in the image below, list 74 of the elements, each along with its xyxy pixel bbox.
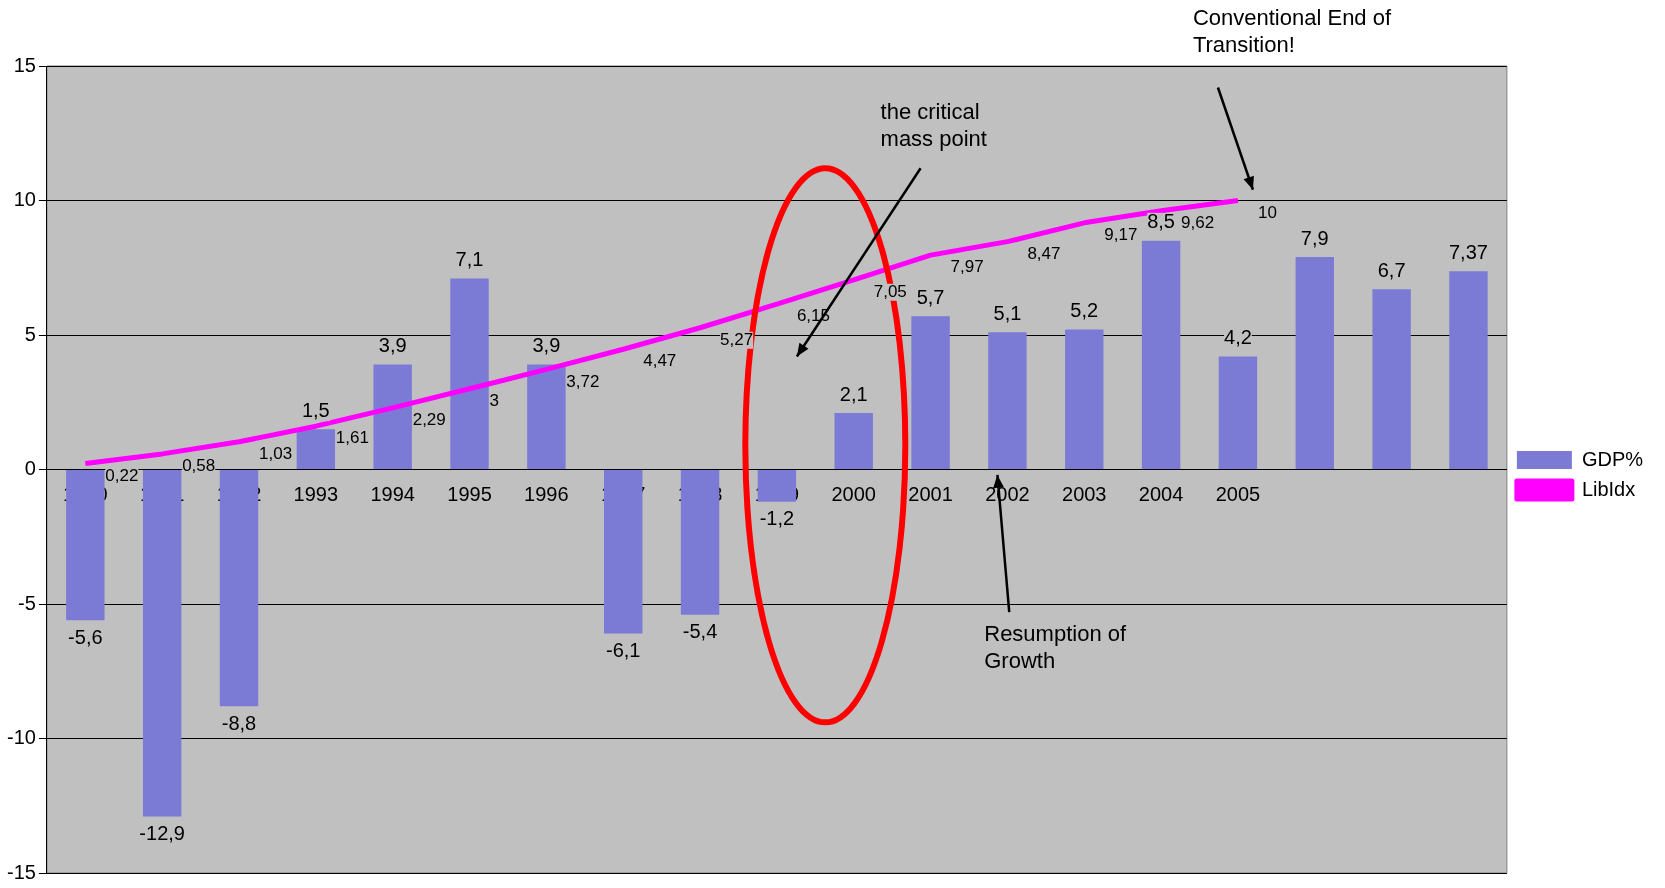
data-label: 3	[489, 390, 499, 410]
data-label: 4,2	[1224, 326, 1252, 349]
data-label: 7,37	[1448, 240, 1488, 263]
x-tick-label: 2003	[1062, 483, 1107, 506]
x-tick-label: 2000	[831, 483, 876, 506]
x-tick-label: 1995	[447, 483, 492, 506]
bar	[757, 470, 797, 502]
data-label: 7,97	[950, 257, 984, 277]
y-tick-label: -15	[7, 860, 36, 883]
bar	[527, 364, 566, 469]
bar	[680, 470, 720, 615]
bar	[450, 278, 489, 469]
annotation: the critical mass point	[880, 98, 988, 153]
data-label: -1,2	[759, 507, 795, 530]
bar	[296, 429, 336, 469]
annotation: Resumption of Growth	[984, 620, 1128, 675]
bar	[911, 316, 950, 469]
bar	[373, 364, 412, 469]
data-label: 5,2	[1070, 299, 1099, 322]
data-label: 9,17	[1104, 225, 1138, 245]
x-tick-label: 1994	[370, 483, 415, 506]
text: Conventional End of Transition!	[1192, 4, 1393, 58]
data-label: 6,7	[1377, 258, 1406, 281]
data-label: 8,5	[1147, 210, 1175, 233]
data-label: -6,1	[605, 639, 641, 662]
data-label: -5,4	[682, 620, 718, 643]
x-tick-label: 2004	[1138, 483, 1184, 506]
data-label: 0,22	[105, 465, 139, 485]
bar	[1065, 329, 1104, 469]
data-label: 10	[1257, 202, 1277, 222]
data-label: 3,9	[532, 334, 561, 357]
x-tick-label: 1996	[524, 483, 569, 506]
x-tick-label: 1993	[293, 483, 339, 506]
bar	[1218, 356, 1258, 469]
data-label: 2,29	[412, 410, 446, 430]
legend-label: GDP%	[1581, 447, 1644, 470]
y-tick-label: 15	[13, 53, 36, 76]
data-label: 1,61	[335, 428, 369, 448]
data-label: 5,1	[993, 301, 1022, 324]
x-tick-label: 2005	[1215, 483, 1261, 506]
data-label: 3,72	[566, 371, 600, 391]
bar	[1141, 240, 1181, 469]
data-label: 7,1	[455, 248, 484, 271]
y-tick-label: 10	[13, 188, 36, 211]
x-tick-label: 2001	[908, 483, 953, 506]
data-label: -8,8	[221, 711, 257, 734]
legend-label: LibIdx	[1581, 477, 1636, 500]
bar	[988, 332, 1027, 469]
data-label: 4,47	[643, 351, 677, 371]
bar	[834, 413, 873, 469]
data-label: 1,5	[301, 398, 330, 421]
data-label: 3,9	[378, 334, 407, 357]
data-label: 7,9	[1300, 226, 1329, 249]
data-label: 8,47	[1027, 243, 1061, 263]
y-tick-label: -10	[7, 726, 36, 749]
data-label: -5,6	[68, 625, 103, 648]
data-label: 5,7	[916, 285, 945, 308]
data-label: 5,27	[720, 329, 754, 349]
data-label: 7,05	[873, 282, 907, 302]
bar	[142, 470, 182, 817]
bar	[219, 470, 259, 707]
y-tick-label: 5	[24, 322, 36, 345]
bar	[604, 470, 643, 634]
data-label: 2,1	[839, 382, 868, 405]
y-tick-label: -5	[18, 591, 36, 614]
bar	[66, 470, 105, 621]
data-label: -12,9	[139, 822, 185, 845]
bar	[1449, 271, 1488, 469]
bar	[1372, 289, 1411, 469]
data-label: 1,03	[259, 443, 293, 463]
data-label: 9,62	[1181, 212, 1215, 232]
y-tick-label: 0	[24, 457, 36, 480]
bar	[1295, 256, 1334, 469]
data-label: 0,58	[182, 456, 216, 476]
